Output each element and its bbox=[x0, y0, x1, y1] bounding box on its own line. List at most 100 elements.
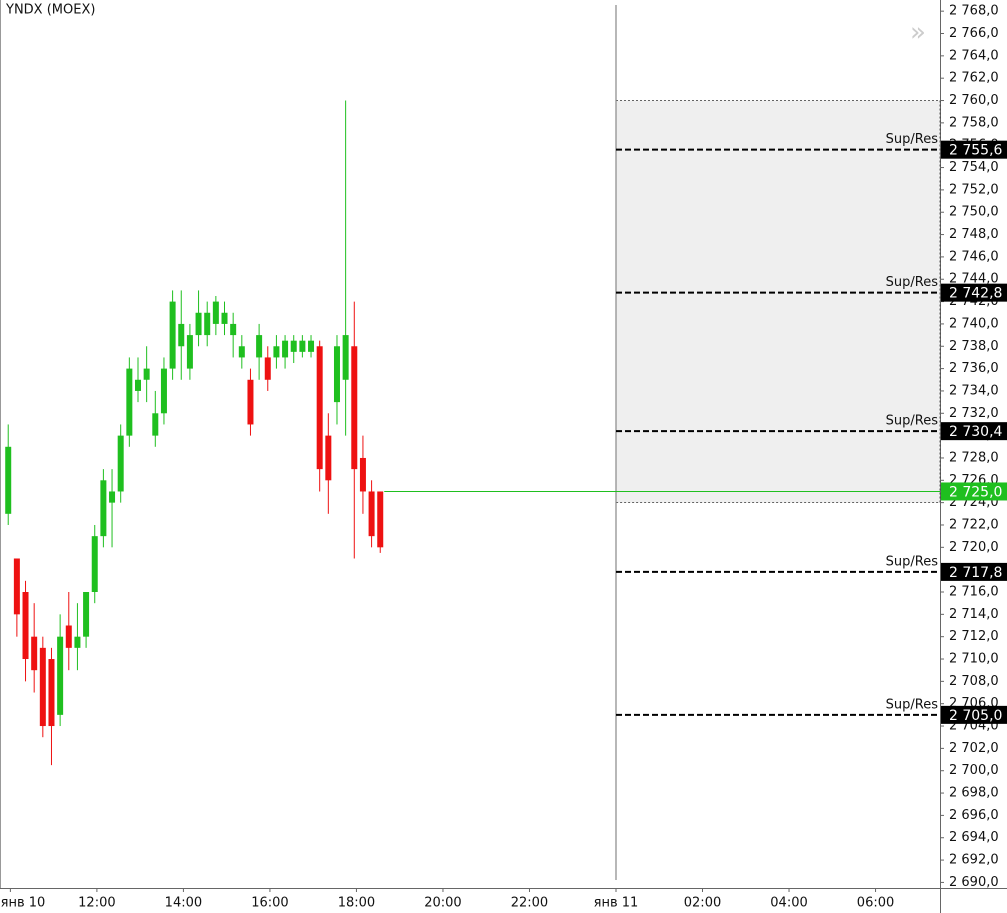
y-tick-label: 2 764,0 bbox=[949, 48, 999, 63]
candle-body bbox=[221, 312, 228, 324]
y-tick-label: 2 722,0 bbox=[949, 517, 999, 532]
y-tick-label: 2 738,0 bbox=[949, 339, 999, 354]
y-tick-label: 2 696,0 bbox=[949, 808, 999, 823]
candle-body bbox=[195, 312, 202, 336]
y-tick-label: 2 714,0 bbox=[949, 607, 999, 622]
level-box bbox=[941, 140, 1007, 159]
candle-body bbox=[359, 457, 366, 492]
candle-body bbox=[325, 435, 332, 481]
x-tick-label: 12:00 bbox=[78, 896, 115, 911]
level-box bbox=[941, 422, 1007, 441]
candle-body bbox=[377, 491, 384, 548]
candle-body bbox=[109, 491, 116, 503]
candle-body bbox=[178, 323, 185, 347]
level-box bbox=[941, 705, 1007, 724]
y-tick-label: 2 734,0 bbox=[949, 383, 999, 398]
y-tick-label: 2 702,0 bbox=[949, 741, 999, 756]
candle-body bbox=[256, 335, 263, 358]
y-tick-label: 2 708,0 bbox=[949, 674, 999, 689]
y-tick-label: 2 754,0 bbox=[949, 160, 999, 175]
candle-body bbox=[126, 368, 133, 436]
candle-body bbox=[299, 340, 306, 352]
x-tick-label: 04:00 bbox=[770, 896, 807, 911]
candle-body bbox=[48, 659, 55, 727]
candle-body bbox=[143, 368, 150, 380]
y-tick-label: 2 758,0 bbox=[949, 115, 999, 130]
candle-body bbox=[117, 435, 124, 492]
y-tick-label: 2 700,0 bbox=[949, 763, 999, 778]
candle-body bbox=[39, 647, 46, 727]
level-box bbox=[941, 283, 1007, 302]
candle-body bbox=[13, 558, 20, 615]
y-tick-label: 2 720,0 bbox=[949, 540, 999, 555]
level-label: 2 755,6 bbox=[949, 143, 1003, 159]
candle-body bbox=[5, 446, 12, 514]
y-tick-label: 2 760,0 bbox=[949, 93, 999, 108]
candle-body bbox=[134, 379, 141, 391]
y-tick-label: 2 694,0 bbox=[949, 830, 999, 845]
y-tick-label: 2 728,0 bbox=[949, 450, 999, 465]
candle-body bbox=[247, 379, 254, 425]
candle-body bbox=[160, 368, 167, 414]
y-tick-label: 2 740,0 bbox=[949, 316, 999, 331]
level-text: Sup/Res bbox=[886, 554, 939, 569]
candle-body bbox=[152, 413, 159, 436]
level-label: 2 742,8 bbox=[949, 286, 1002, 302]
candle-body bbox=[368, 491, 375, 537]
y-tick-label: 2 766,0 bbox=[949, 26, 999, 41]
y-tick-label: 2 736,0 bbox=[949, 361, 999, 376]
candle-body bbox=[83, 592, 90, 637]
candle-body bbox=[186, 335, 193, 369]
candle-body bbox=[290, 340, 297, 352]
y-tick-label: 2 746,0 bbox=[949, 249, 999, 264]
x-tick-label: 06:00 bbox=[857, 896, 894, 911]
level-label: 2 705,0 bbox=[949, 708, 1002, 724]
level-label: 2 717,8 bbox=[949, 565, 1002, 581]
chart-title: YNDX (MOEX) bbox=[5, 3, 95, 18]
zone bbox=[615, 100, 941, 504]
y-tick-label: 2 690,0 bbox=[949, 875, 999, 890]
candle-body bbox=[342, 335, 349, 380]
y-tick-label: 2 768,0 bbox=[949, 4, 999, 19]
candle-body bbox=[91, 536, 98, 592]
x-tick-label: 22:00 bbox=[511, 896, 548, 911]
level-text: Sup/Res bbox=[886, 697, 939, 712]
last-price-box bbox=[941, 482, 1007, 501]
y-tick-label: 2 762,0 bbox=[949, 71, 999, 86]
last-price-label: 2 725,0 bbox=[949, 484, 1002, 500]
x-tick-label: 20:00 bbox=[424, 896, 461, 911]
candle-body bbox=[57, 636, 64, 715]
candle-body bbox=[308, 340, 315, 352]
level-box bbox=[941, 562, 1007, 581]
x-tick-label: 16:00 bbox=[251, 896, 288, 911]
level-label: 2 730,4 bbox=[949, 424, 1003, 440]
x-tick-label: 18:00 bbox=[338, 896, 375, 911]
level-text: Sup/Res bbox=[886, 275, 939, 290]
candle-body bbox=[238, 346, 245, 358]
y-tick-label: 2 712,0 bbox=[949, 629, 999, 644]
x-tick-label: янв 10 bbox=[1, 896, 46, 911]
y-tick-label: 2 710,0 bbox=[949, 652, 999, 667]
x-tick-label: 02:00 bbox=[684, 896, 721, 911]
x-tick-label: 14:00 bbox=[165, 896, 202, 911]
y-tick-label: 2 698,0 bbox=[949, 786, 999, 801]
candle-body bbox=[351, 346, 358, 470]
candle-body bbox=[74, 636, 81, 648]
y-tick-label: 2 752,0 bbox=[949, 182, 999, 197]
y-tick-label: 2 692,0 bbox=[949, 853, 999, 868]
candle-body bbox=[31, 636, 38, 671]
scroll-icon[interactable]: » bbox=[910, 18, 926, 48]
candle-body bbox=[316, 346, 323, 470]
candle-body bbox=[282, 340, 289, 358]
y-tick-label: 2 750,0 bbox=[949, 205, 999, 220]
candle-body bbox=[169, 301, 176, 369]
level-text: Sup/Res bbox=[886, 414, 939, 429]
candle-body bbox=[264, 357, 271, 380]
y-tick-label: 2 716,0 bbox=[949, 585, 999, 600]
candle-body bbox=[100, 480, 107, 537]
candle-body bbox=[333, 346, 340, 403]
y-tick-label: 2 744,0 bbox=[949, 272, 999, 287]
candle-body bbox=[22, 592, 29, 660]
candle-body bbox=[65, 625, 72, 648]
